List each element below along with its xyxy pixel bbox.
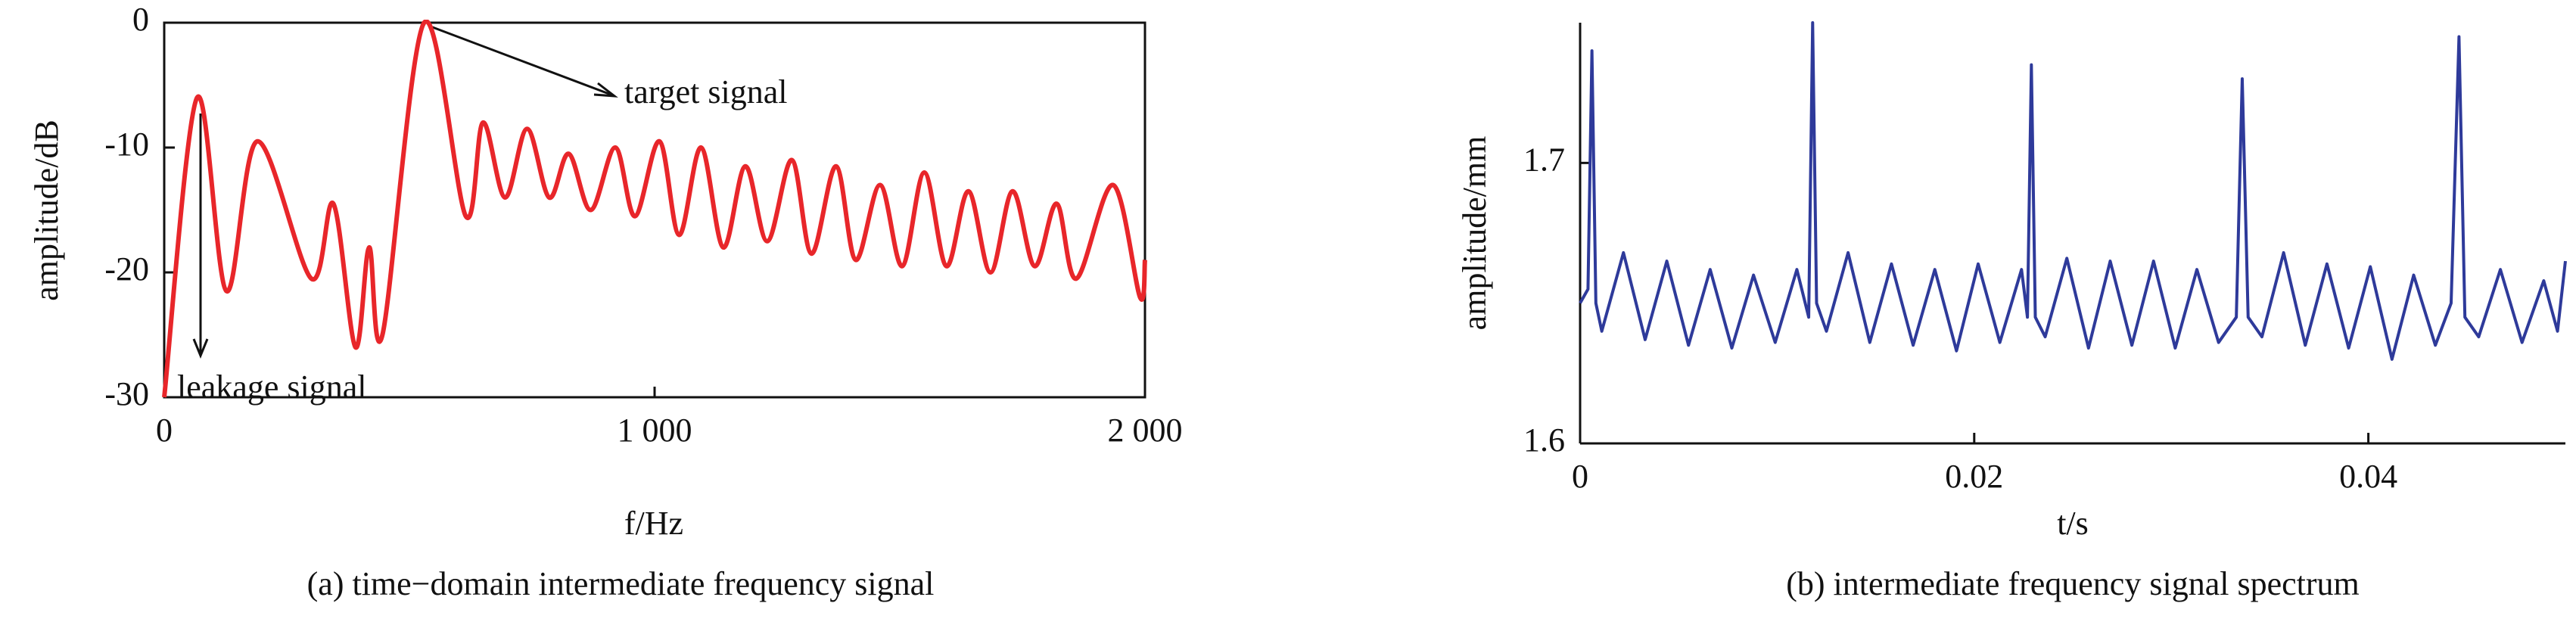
y-tick-label: -20	[104, 250, 149, 288]
x-tick-label: 0	[1572, 458, 1588, 495]
y-tick-label: 1.7	[1523, 141, 1565, 178]
x-axis-label: f/Hz	[624, 505, 683, 542]
y-axis-label: amplitude/dB	[28, 120, 65, 301]
data-line	[162, 20, 1147, 398]
x-tick-label: 2 000	[1108, 412, 1183, 449]
x-axis-label: t/s	[2057, 505, 2089, 542]
annotation: leakage signal	[177, 368, 366, 406]
x-tick-label: 0	[156, 412, 173, 449]
x-tick-label: 1 000	[618, 412, 692, 449]
caption: (a) time−domain intermediate frequency s…	[307, 565, 935, 602]
caption: (b) intermediate frequency signal spectr…	[1786, 565, 2359, 602]
y-tick-label: 1.6	[1523, 421, 1565, 459]
y-tick-label: 0	[132, 1, 149, 38]
y-tick-label: -30	[104, 375, 149, 412]
arrow-head	[192, 338, 209, 359]
y-tick-label: -10	[104, 126, 149, 163]
arrow-head	[593, 82, 618, 98]
annotation-arrow	[430, 25, 614, 97]
x-tick-label: 0.02	[1945, 458, 2003, 495]
y-axis-label: amplitude/mm	[1456, 136, 1493, 331]
annotation: target signal	[624, 73, 787, 110]
x-tick-label: 0.04	[2339, 458, 2397, 495]
data-line	[1579, 21, 2567, 361]
